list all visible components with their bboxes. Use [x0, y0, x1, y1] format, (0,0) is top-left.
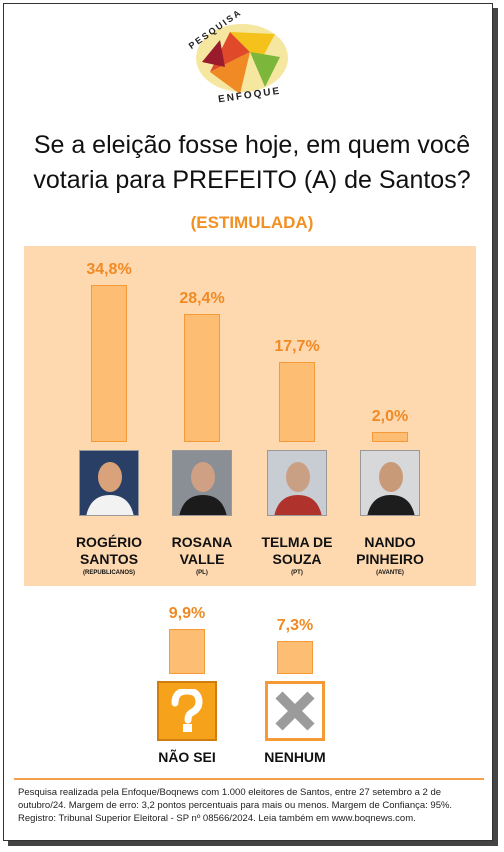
- candidate-name: ROSANA VALLE: [152, 534, 252, 568]
- candidate-name-line: SOUZA: [272, 551, 322, 567]
- x-glyph: [275, 691, 315, 731]
- candidate-party: (PL): [196, 570, 208, 576]
- candidate-photo: [172, 450, 232, 516]
- option-name: NÃO SEI: [158, 749, 216, 765]
- candidate-bar: [184, 314, 220, 442]
- methodology-note: Pesquisa realizada pela Enfoque/Boqnews …: [18, 787, 453, 824]
- candidate-name-line: ROSANA: [171, 534, 233, 550]
- title-line-2: votaria para PREFEITO (A) de Santos?: [33, 166, 471, 194]
- candidate-value-label: 34,8%: [86, 261, 132, 279]
- question-glyph: [171, 689, 203, 732]
- question-mark-icon: [157, 681, 217, 741]
- portrait-icon: [179, 462, 227, 515]
- logo-graphic: [196, 24, 288, 94]
- x-mark-icon: [265, 681, 325, 741]
- candidate-value-label: 17,7%: [274, 338, 320, 356]
- candidate-name-line: SANTOS: [79, 551, 139, 567]
- question-title: Se a eleição fosse hoje, em quem você vo…: [0, 128, 504, 198]
- candidate-bar: [372, 432, 408, 442]
- candidate-name-line: ROGÉRIO: [75, 534, 143, 550]
- candidate-photo: [79, 450, 139, 516]
- candidate-name-line: VALLE: [179, 551, 225, 567]
- option-bar: [169, 629, 205, 674]
- candidate-value-label: 2,0%: [371, 408, 409, 425]
- candidate-name: NANDO PINHEIRO: [340, 534, 440, 568]
- option-value-label: 9,9%: [168, 605, 206, 623]
- option-bar: [277, 641, 313, 674]
- enfoque-logo: PESQUISA ENFOQUE: [180, 7, 300, 108]
- title-line-1: Se a eleição fosse hoje, em quem você: [33, 131, 471, 159]
- candidate-name-line: PINHEIRO: [356, 551, 424, 567]
- candidate-name-line: TELMA DE: [261, 534, 333, 550]
- survey-type-label: (ESTIMULADA): [190, 213, 314, 232]
- candidate-name: TELMA DE SOUZA: [247, 534, 347, 568]
- portrait-icon: [274, 462, 322, 515]
- candidate-value-label: 28,4%: [179, 290, 225, 308]
- footer-divider: [14, 778, 484, 780]
- candidate-name: ROGÉRIO SANTOS: [59, 534, 159, 568]
- candidate-bar: [279, 362, 315, 442]
- option-name: NENHUM: [264, 749, 326, 765]
- candidate-bar: [91, 285, 127, 442]
- candidate-photo: [360, 450, 420, 516]
- option-value-label: 7,3%: [276, 617, 314, 635]
- portrait-icon: [367, 462, 415, 515]
- candidate-party: (REPUBLICANOS): [83, 570, 135, 576]
- portrait-icon: [86, 462, 134, 515]
- candidate-party: (PT): [291, 570, 303, 576]
- candidate-party: (AVANTE): [376, 570, 404, 576]
- candidate-name-line: NANDO: [364, 534, 416, 550]
- candidate-photo: [267, 450, 327, 516]
